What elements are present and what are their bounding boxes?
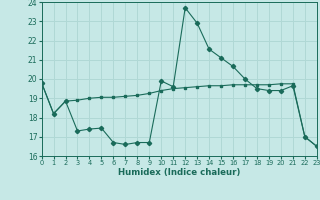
X-axis label: Humidex (Indice chaleur): Humidex (Indice chaleur) <box>118 168 240 177</box>
